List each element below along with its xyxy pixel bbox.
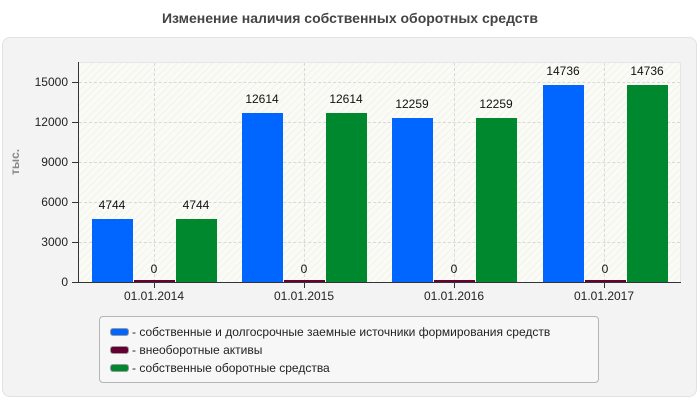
bar-series3-2017 (627, 85, 668, 282)
x-tick (604, 283, 605, 288)
legend-swatch-icon (110, 364, 129, 372)
x-tick-label: 01.01.2015 (273, 289, 335, 303)
y-tick-label: 15000 (34, 75, 68, 89)
bar-series3-2014 (176, 219, 217, 282)
y-tick-label: 9000 (41, 155, 68, 169)
y-axis (78, 62, 79, 283)
legend-label: - собственные и долгосрочные заемные ист… (132, 325, 551, 339)
bar-value-label: 12259 (479, 97, 513, 111)
x-tick-label: 01.01.2017 (573, 289, 635, 303)
bar-value-label: 12614 (245, 92, 279, 106)
x-tick-label: 01.01.2014 (123, 289, 185, 303)
bar-series2-2015 (284, 280, 325, 282)
y-axis-title: тыс. (8, 148, 22, 175)
y-tick (72, 282, 78, 283)
y-tick (72, 122, 78, 123)
y-tick (72, 202, 78, 203)
y-tick-label: 3000 (41, 235, 68, 249)
bar-series1-2016 (392, 118, 433, 282)
bar-value-label: 0 (450, 262, 458, 276)
x-tick (154, 283, 155, 288)
gridline-v (304, 63, 305, 282)
bar-series3-2016 (476, 118, 517, 282)
bar-value-label: 4744 (182, 198, 210, 212)
y-tick (72, 242, 78, 243)
y-tick-label: 12000 (34, 115, 68, 129)
bar-series2-2014 (134, 280, 175, 282)
x-tick (304, 283, 305, 288)
y-tick-label: 6000 (41, 195, 68, 209)
bar-series1-2015 (242, 113, 283, 282)
chart-legend: - собственные и долгосрочные заемные ист… (99, 316, 599, 383)
plot-area (78, 62, 681, 282)
gridline-v (154, 63, 155, 282)
legend-label: - внеоборотные активы (132, 343, 263, 357)
chart-title: Изменение наличия собственных оборотных … (161, 10, 539, 26)
bar-series2-2017 (585, 280, 626, 282)
gridline-h (79, 82, 680, 83)
bar-series1-2017 (543, 85, 584, 282)
y-tick-label: 0 (61, 275, 68, 289)
bar-series1-2014 (92, 219, 133, 282)
bar-value-label: 14736 (546, 64, 580, 78)
legend-item-series3[interactable]: - собственные оборотные средства (110, 360, 330, 376)
bar-value-label: 0 (601, 262, 609, 276)
legend-label: - собственные оборотные средства (132, 361, 330, 375)
bar-value-label: 12614 (329, 92, 363, 106)
legend-item-series2[interactable]: - внеоборотные активы (110, 342, 262, 358)
legend-swatch-icon (110, 328, 129, 336)
gridline-h (79, 242, 680, 243)
gridline-h (79, 202, 680, 203)
x-tick (454, 283, 455, 288)
x-axis (78, 282, 681, 283)
gridline-v (604, 63, 605, 282)
x-tick-label: 01.01.2016 (423, 289, 485, 303)
legend-swatch-icon (110, 346, 129, 354)
gridline-h (79, 122, 680, 123)
legend-item-series1[interactable]: - собственные и долгосрочные заемные ист… (110, 324, 550, 340)
bar-value-label: 0 (150, 262, 158, 276)
gridline-v (454, 63, 455, 282)
bar-value-label: 4744 (98, 198, 126, 212)
bar-value-label: 12259 (395, 97, 429, 111)
bar-value-label: 0 (300, 262, 308, 276)
bar-value-label: 14736 (630, 64, 664, 78)
bar-series2-2016 (434, 280, 475, 282)
bar-series3-2015 (326, 113, 367, 282)
y-tick (72, 82, 78, 83)
y-tick (72, 162, 78, 163)
gridline-h (79, 162, 680, 163)
